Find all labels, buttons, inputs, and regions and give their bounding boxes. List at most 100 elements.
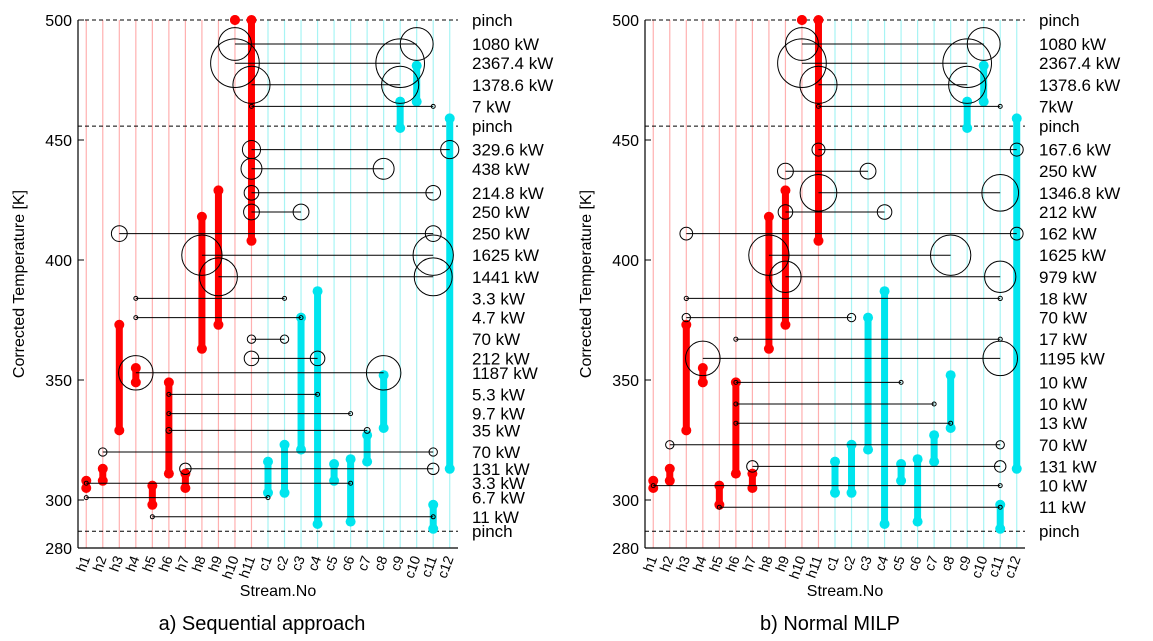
cold-stream-start-c1 [830,487,840,498]
cold-stream-start-c10 [978,96,989,107]
hot-stream-end-h11 [246,235,257,246]
exchanger-duty-label-2: 1378.6 kW [472,76,553,95]
cold-stream-start-c7 [929,456,940,467]
hot-stream-start-h4 [130,363,141,373]
cold-stream-start-c6 [912,516,923,527]
stream-label-h8: h8 [188,553,208,573]
stream-label-c11: c11 [418,553,440,579]
exchanger-duty-label-5: 438 kW [472,160,530,179]
exchanger-hot-marker-6 [799,173,838,212]
cold-stream-start-c6 [345,516,356,527]
hot-stream-start-h8 [196,211,207,222]
exchanger-duty-label-20: 131 kW [472,460,530,479]
cold-stream-start-c5 [329,475,340,486]
stream-label-h10: h10 [219,553,242,581]
stream-label-c3: c3 [288,553,308,573]
stream-label-h4: h4 [689,553,709,573]
hot-stream-end-h7 [180,483,191,493]
caption-a: a) Sequential approach [159,613,366,635]
exchanger-cold-marker-0 [399,27,434,61]
stream-label-h10: h10 [786,553,809,581]
exchanger-hot-marker-5 [777,162,794,180]
hot-stream-start-h7 [180,468,191,479]
stream-label-c5: c5 [888,553,908,573]
stream-label-c12: c12 [1001,553,1024,580]
cold-stream-start-c2 [846,487,857,498]
exchanger-hot-marker-10 [769,260,802,293]
y-tick-label-300: 300 [45,493,72,510]
cold-stream-end-c4 [879,286,890,297]
exchanger-duty-label-22: 6.7 kW [472,489,525,508]
exchanger-hot-marker-14 [243,350,260,367]
hot-stream-end-h3 [681,425,692,436]
stream-label-h2: h2 [656,553,676,573]
exchanger-duty-label-1: 2367.4 kW [472,54,553,73]
y-tick-label-400: 400 [45,253,72,270]
exchanger-duty-label-20: 10 kW [1039,477,1087,496]
stream-label-c9: c9 [954,553,974,573]
exchanger-cold-marker-12 [298,315,304,321]
stream-label-h5: h5 [139,553,159,573]
y-tick-label-500: 500 [45,13,72,30]
stream-label-c9: c9 [387,553,407,573]
stream-label-h1: h1 [640,553,660,573]
exchanger-hot-marker-14 [685,340,721,377]
exchanger-cold-marker-6 [425,184,442,201]
y-tick-label-350: 350 [612,373,639,390]
exchanger-cold-marker-10 [413,257,453,297]
exchanger-duty-label-4: 329.6 kW [472,141,544,160]
exchanger-cold-marker-23 [430,514,436,520]
exchanger-duty-label-15: 1187 kW [472,364,538,383]
exchanger-duty-label-15: 10 kW [1039,373,1087,392]
hot-stream-start-h6 [163,377,174,388]
exchanger-hot-marker-21 [716,504,722,510]
hot-stream-end-h9 [780,319,791,330]
exchanger-duty-label-11: 18 kW [1039,289,1087,308]
exchanger-hot-marker-22 [83,495,89,501]
exchanger-hot-marker-18 [665,440,675,450]
exchanger-cold-marker-8 [1009,226,1024,241]
y-tick-label-500: 500 [612,13,639,30]
cold-stream-start-c9 [395,123,406,133]
exchanger-duty-label-12: 4.7 kW [472,309,525,328]
exchanger-hot-marker-18 [165,426,173,434]
exchanger-duty-label-19: 70 kW [472,443,520,462]
exchanger-duty-label-6: 1346.8 kW [1039,184,1120,203]
exchanger-duty-label-8: 250 kW [472,225,530,244]
exchanger-hot-marker-19 [746,460,759,473]
y-tick-label-450: 450 [612,133,639,150]
cold-stream-end-c5 [329,459,340,469]
exchanger-cold-marker-9 [412,234,454,276]
cold-stream-end-c3 [863,312,874,323]
stream-label-c1: c1 [255,553,275,573]
hot-stream-end-h7 [747,483,758,493]
hot-stream-end-h6 [163,468,174,479]
exchanger-hot-marker-2 [799,65,838,104]
stream-label-c1: c1 [822,553,842,573]
cold-stream-end-c10 [978,60,989,71]
exchanger-cold-marker-11 [997,295,1003,302]
hot-stream-end-h3 [114,425,125,436]
pinch-label-1: pinch [472,117,513,136]
exchanger-cold-marker-15 [898,379,904,385]
hot-stream-start-h2 [664,463,675,474]
stream-label-h3: h3 [673,553,693,573]
exchanger-duty-label-16: 5.3 kW [472,385,525,404]
hot-stream-start-h7 [747,468,758,479]
stream-label-c10: c10 [401,553,424,580]
stream-label-c4: c4 [871,553,891,573]
exchanger-hot-marker-1 [777,38,827,89]
hot-stream-end-h2 [664,475,675,486]
exchanger-hot-marker-3 [815,103,821,109]
stream-label-h1: h1 [73,553,93,573]
hot-stream-end-h10 [229,15,240,25]
exchanger-duty-label-19: 131 kW [1039,457,1097,476]
exchanger-cold-marker-3 [430,103,436,109]
cold-stream-start-c9 [962,123,973,133]
exchanger-duty-label-1: 2367.4 kW [1039,54,1120,73]
hot-stream-end-h2 [97,475,108,486]
hot-stream-start-h4 [697,363,708,373]
exchanger-duty-label-9: 1625 kW [472,246,539,265]
hot-stream-start-h3 [681,319,692,330]
